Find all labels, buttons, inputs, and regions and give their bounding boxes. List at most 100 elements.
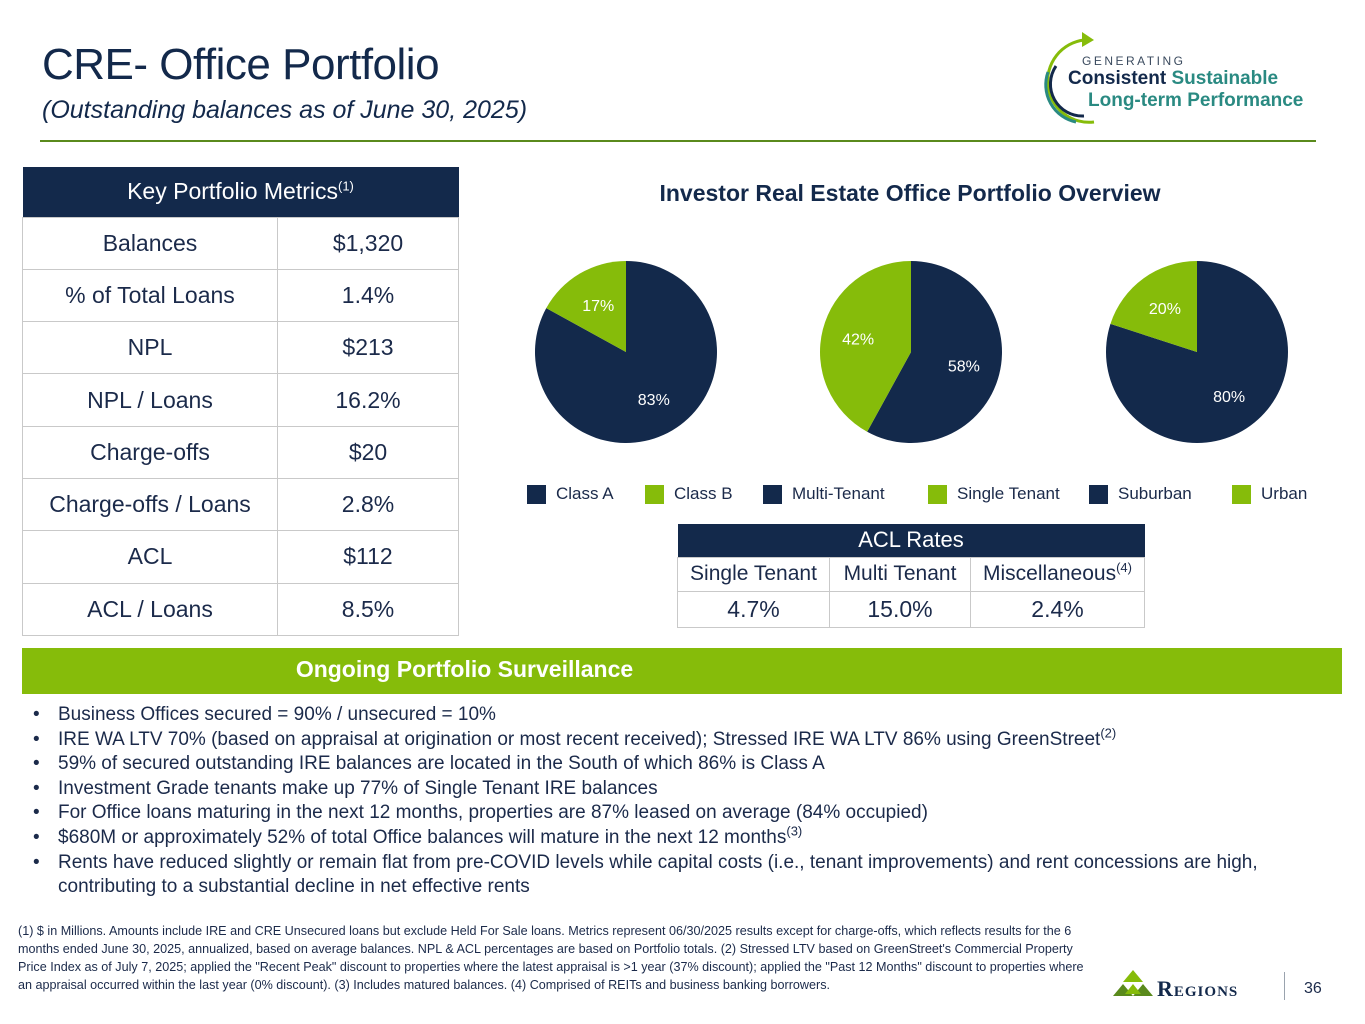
acl-misc-note: (4) — [1116, 560, 1132, 575]
bullet-text: $680M or approximately 52% of total Offi… — [58, 826, 787, 848]
table-row: Charge-offs / Loans 2.8% — [22, 477, 459, 532]
list-item: Investment Grade tenants make up 77% of … — [33, 777, 1333, 802]
acl-value-single: 4.7% — [677, 590, 830, 628]
acl-rates-table: ACL Rates Single Tenant Multi Tenant Mis… — [677, 524, 1145, 628]
legend-label: Urban — [1261, 484, 1308, 503]
metric-value: $20 — [277, 425, 459, 479]
metric-label: Charge-offs — [22, 425, 278, 479]
bullet-text: Business Offices secured = 90% / unsecur… — [58, 704, 496, 725]
metric-label: ACL — [22, 530, 278, 584]
brand-tagline: GENERATING Consistent Sustainable Long-t… — [1036, 26, 1326, 126]
bullet-text: For Office loans maturing in the next 12… — [58, 802, 928, 824]
pie-chart-tenant: 58% 42% — [820, 261, 1002, 443]
pie-slice-class-b — [546, 261, 626, 352]
regions-logo: Regions — [1113, 968, 1283, 1002]
table-row: Charge-offs $20 — [22, 425, 459, 479]
brand-consistent: Consistent — [1068, 68, 1167, 89]
surveillance-banner: Ongoing Portfolio Surveillance — [22, 648, 1342, 694]
table-row: Balances $1,320 — [22, 216, 459, 270]
list-item: For Office loans maturing in the next 12… — [33, 801, 1333, 826]
bullet-text: Rents have reduced slightly or remain fl… — [58, 851, 1258, 898]
legend-swatch-green — [928, 484, 947, 504]
table-row: NPL / Loans 16.2% — [22, 373, 459, 427]
pie-data-label: 83% — [638, 392, 670, 409]
acl-header-single: Single Tenant — [677, 556, 830, 592]
legend-label: Single Tenant — [957, 484, 1060, 503]
metrics-title: Key Portfolio Metrics — [127, 178, 338, 205]
pie-data-label: 17% — [582, 298, 614, 315]
list-item: Business Offices secured = 90% / unsecur… — [33, 703, 1333, 728]
bullet-text: IRE WA LTV 70% (based on appraisal at or… — [58, 728, 1101, 750]
legend-multi-tenant: Multi-Tenant — [763, 484, 885, 504]
list-item: IRE WA LTV 70% (based on appraisal at or… — [33, 725, 1333, 753]
brand-line-1: Consistent Sustainable — [1068, 68, 1278, 90]
pie-data-label: 42% — [842, 331, 874, 348]
legend-label: Class B — [674, 484, 733, 503]
legend-suburban: Suburban — [1089, 484, 1192, 504]
acl-value-misc: 2.4% — [970, 590, 1145, 628]
legend-class-a: Class A — [527, 484, 614, 504]
metric-label: NPL / Loans — [22, 373, 278, 427]
legend-label: Class A — [556, 484, 614, 503]
legend-label: Suburban — [1118, 484, 1192, 503]
list-item: 59% of secured outstanding IRE balances … — [33, 752, 1333, 777]
legend-urban: Urban — [1232, 484, 1307, 504]
metrics-table-header: Key Portfolio Metrics(1) — [22, 167, 459, 217]
pie-chart-location: 80% 20% — [1106, 261, 1288, 443]
pie-slice-single-tenant — [820, 261, 911, 432]
metric-label: NPL — [22, 321, 278, 375]
table-row: NPL $213 — [22, 321, 459, 375]
table-row: ACL / Loans 8.5% — [22, 582, 459, 636]
key-metrics-table: Key Portfolio Metrics(1) Balances $1,320 … — [22, 167, 459, 636]
legend-single-tenant: Single Tenant — [928, 484, 1060, 504]
title-divider — [40, 140, 1316, 142]
regions-logo-text: Regions — [1157, 976, 1239, 1001]
pie-data-label: 80% — [1213, 389, 1245, 406]
legend-swatch-green — [1232, 484, 1251, 504]
metric-value: $213 — [277, 321, 459, 375]
table-row: 4.7% 15.0% 2.4% — [677, 590, 1145, 628]
table-row: Single Tenant Multi Tenant Miscellaneous… — [677, 556, 1145, 592]
page-subtitle: (Outstanding balances as of June 30, 202… — [42, 96, 528, 124]
acl-header-multi: Multi Tenant — [829, 556, 971, 592]
overview-title: Investor Real Estate Office Portfolio Ov… — [659, 180, 1161, 206]
legend-swatch-green — [645, 484, 664, 504]
list-item: $680M or approximately 52% of total Offi… — [33, 823, 1333, 851]
metric-value: $112 — [277, 530, 459, 584]
pie-slice-urban — [1110, 261, 1197, 352]
metric-label: Charge-offs / Loans — [22, 477, 278, 532]
metric-value: 8.5% — [277, 582, 459, 636]
brand-line-2: Long-term Performance — [1088, 90, 1304, 111]
acl-value-multi: 15.0% — [829, 590, 971, 628]
footnote: (1) $ in Millions. Amounts include IRE a… — [18, 924, 1084, 992]
pie-data-label: 58% — [948, 359, 980, 376]
acl-header-misc: Miscellaneous(4) — [970, 556, 1145, 592]
legend-swatch-navy — [527, 484, 546, 504]
pie-slice-multi-tenant — [867, 261, 1002, 443]
bullet-text: Investment Grade tenants make up 77% of … — [58, 777, 658, 799]
footer-separator — [1284, 972, 1285, 1000]
bullet-text: 59% of secured outstanding IRE balances … — [58, 753, 825, 775]
pie-chart-class: 83% 17% — [535, 261, 717, 443]
legend-swatch-navy — [1089, 484, 1108, 504]
circular-arrow-icon — [1044, 32, 1095, 124]
legend-swatch-navy — [763, 484, 782, 504]
brand-sustainable: Sustainable — [1171, 68, 1279, 89]
surveillance-bullets: Business Offices secured = 90% / unsecur… — [33, 703, 1333, 900]
metrics-title-note: (1) — [338, 178, 354, 194]
page-title: CRE- Office Portfolio — [42, 40, 440, 89]
page-number: 36 — [1304, 980, 1322, 997]
legend-label: Multi-Tenant — [792, 484, 885, 503]
metric-label: ACL / Loans — [22, 582, 278, 636]
metric-value: 16.2% — [277, 373, 459, 427]
metric-label: % of Total Loans — [22, 268, 278, 323]
bullet-note: (2) — [1100, 725, 1117, 741]
bullet-note: (3) — [786, 823, 803, 839]
acl-header-misc-label: Miscellaneous — [983, 562, 1117, 585]
metric-value: $1,320 — [277, 216, 459, 270]
regions-leaf-icon — [1113, 970, 1153, 996]
metric-value: 1.4% — [277, 268, 459, 323]
pie-data-label: 20% — [1149, 301, 1181, 318]
metric-label: Balances — [22, 216, 278, 270]
list-item: Rents have reduced slightly or remain fl… — [33, 851, 1333, 900]
